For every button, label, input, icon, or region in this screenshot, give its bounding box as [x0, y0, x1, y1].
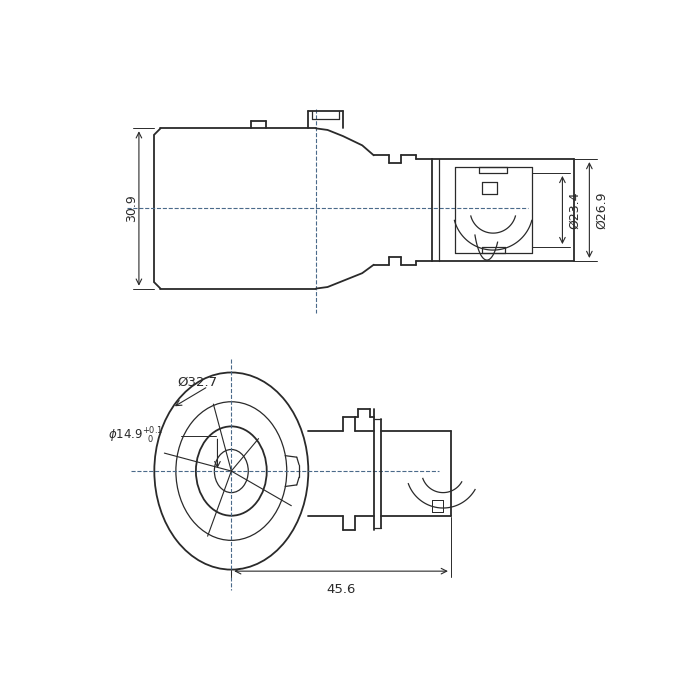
- Text: Ø26.9: Ø26.9: [595, 191, 608, 229]
- Text: 30.9: 30.9: [125, 195, 138, 223]
- Text: $\phi$14.9$^{+0.1}_{\ \ 0}$: $\phi$14.9$^{+0.1}_{\ \ 0}$: [108, 426, 163, 447]
- Text: Ø32.7: Ø32.7: [178, 376, 217, 389]
- Text: Ø23.4: Ø23.4: [568, 191, 581, 229]
- Text: 45.6: 45.6: [326, 583, 355, 596]
